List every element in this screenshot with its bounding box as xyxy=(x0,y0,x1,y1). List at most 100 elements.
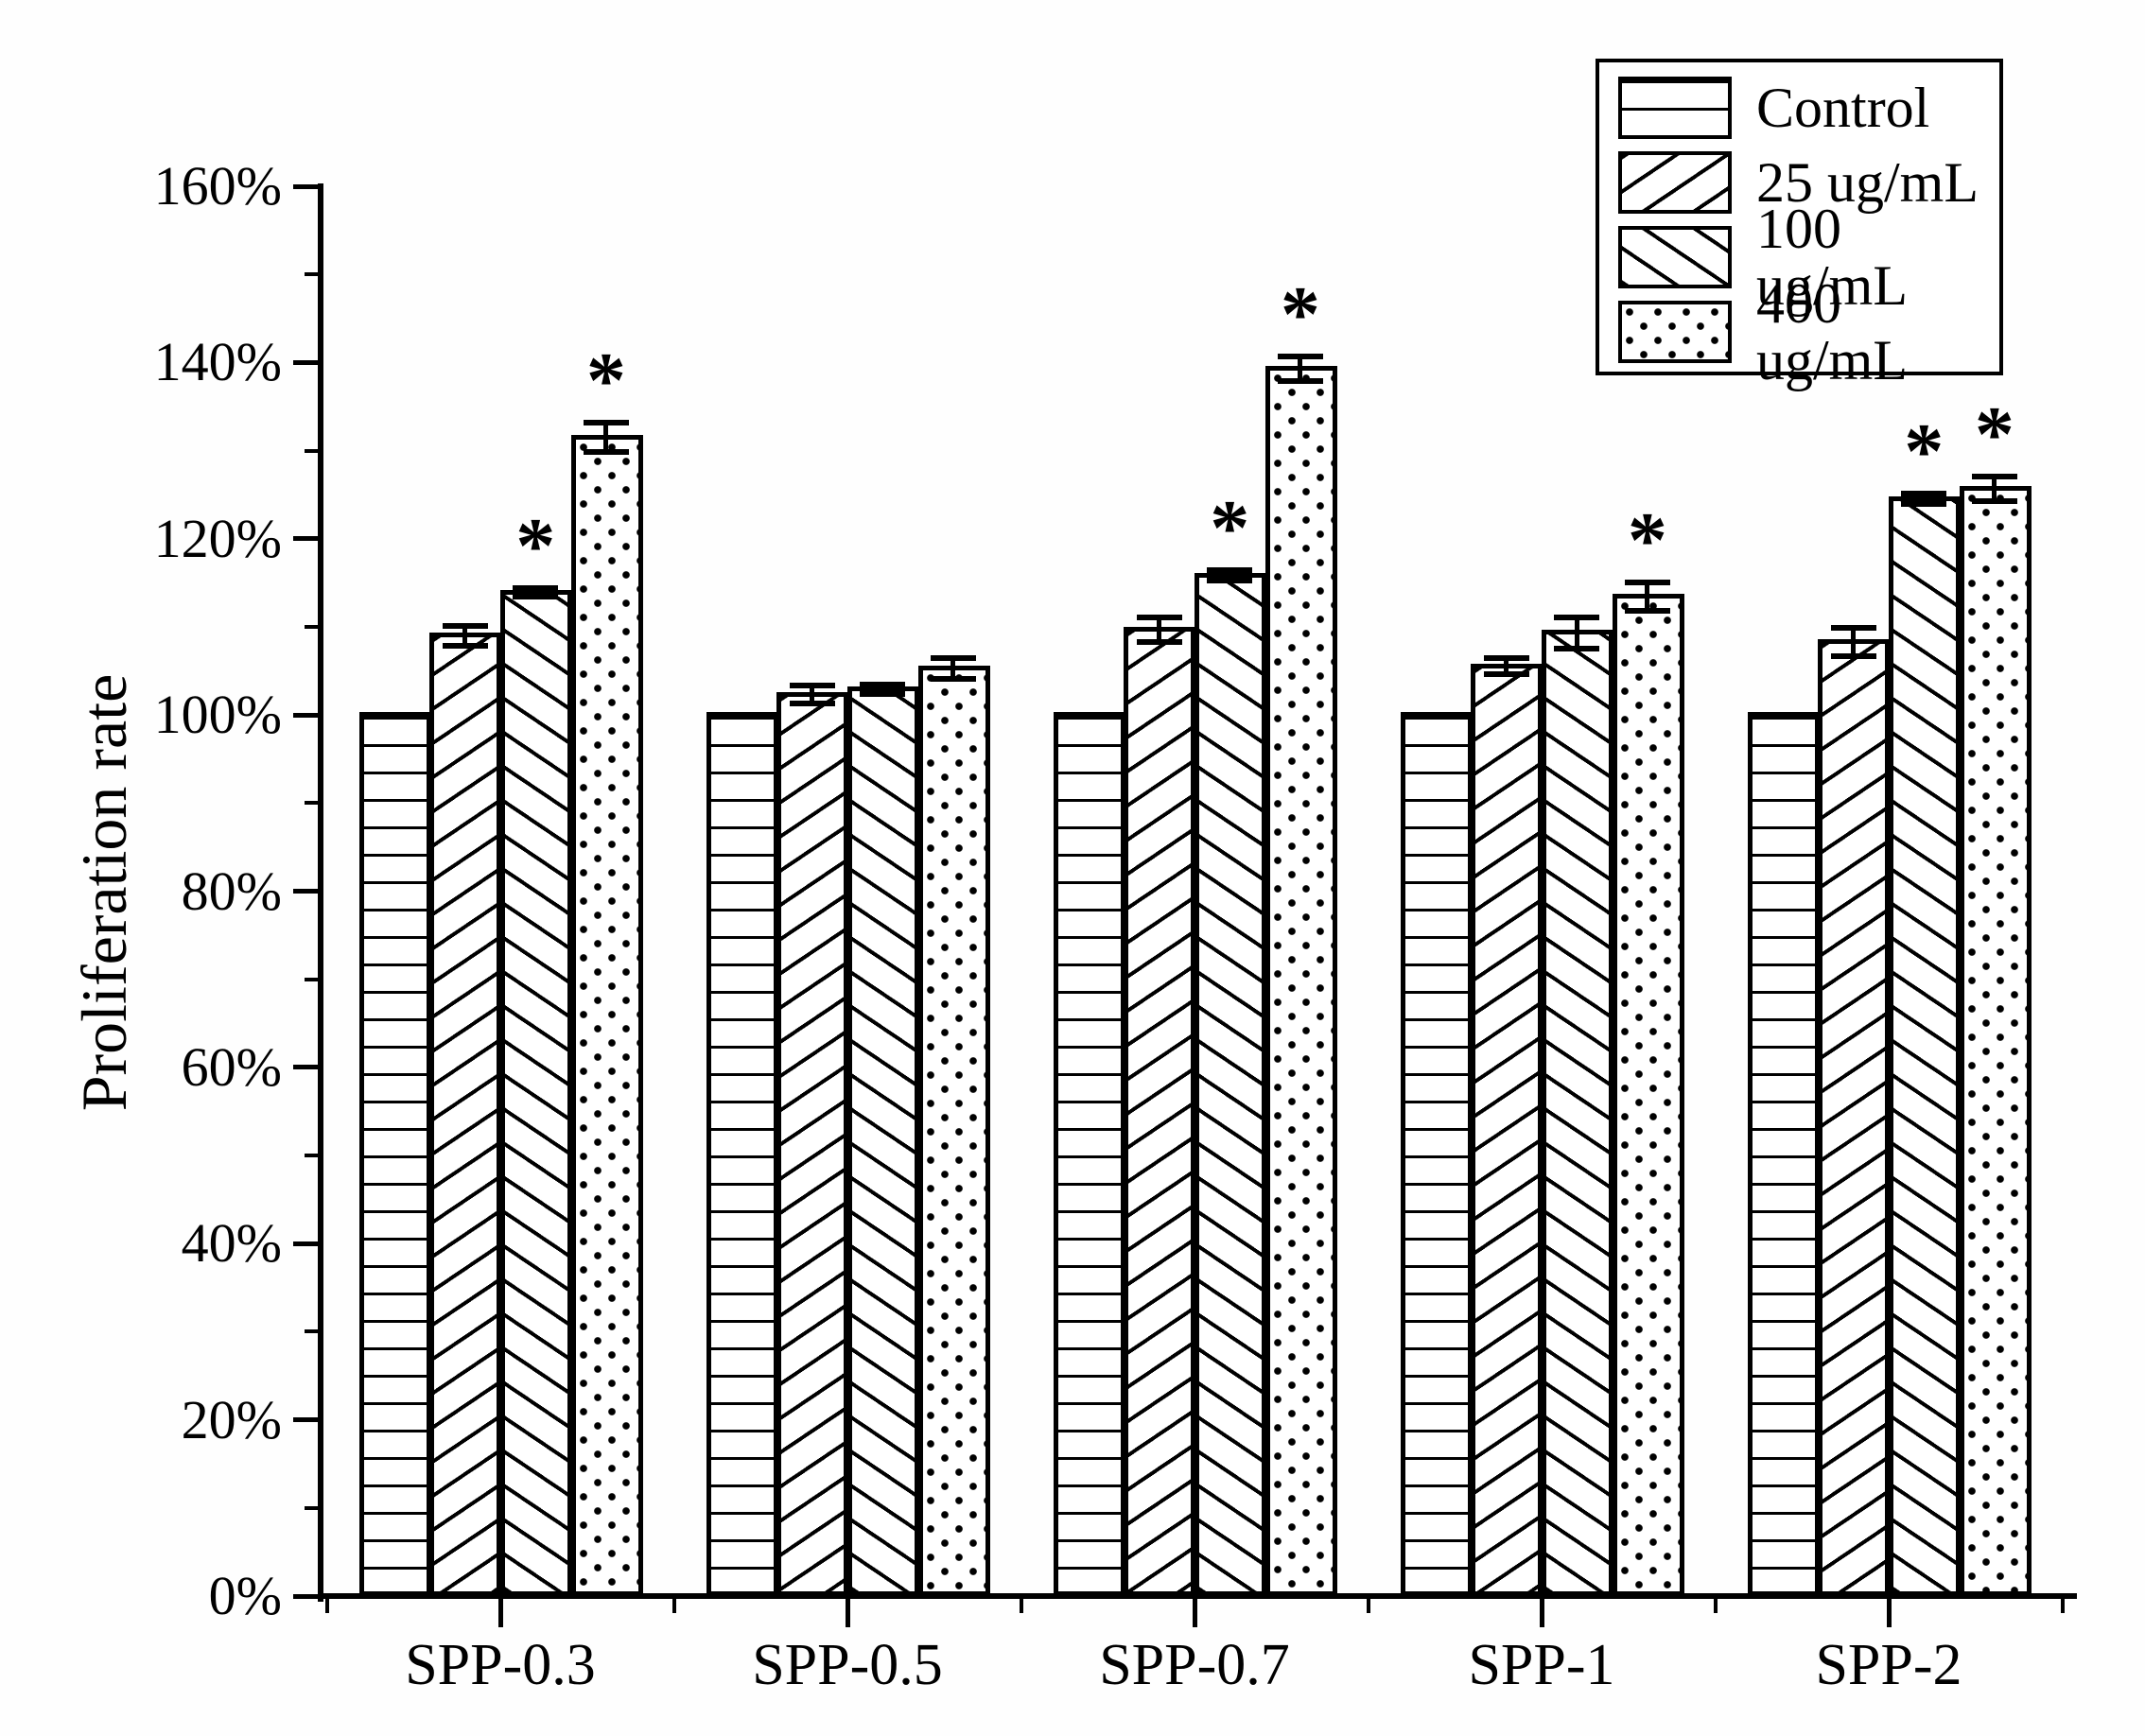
legend-item-control: Control xyxy=(1618,73,1999,143)
legend-item-100ugml: 100 ug/mL xyxy=(1618,200,1999,314)
x-tick-major xyxy=(497,1599,503,1627)
legend-label: 400 ug/mL xyxy=(1756,272,1908,391)
y-tick-major xyxy=(293,889,318,894)
error-bar-line xyxy=(1227,567,1232,584)
significance-asterisk: * xyxy=(1974,390,2014,478)
bar-SPP-1-400 ug/mL xyxy=(1612,594,1684,1596)
error-bar-cap-bottom xyxy=(513,594,559,600)
x-category-label: SPP-0.5 xyxy=(752,1633,943,1697)
error-bar-cap-top xyxy=(860,682,906,688)
x-category-label: SPP-0.3 xyxy=(405,1633,596,1697)
error-bar-cap-top xyxy=(513,584,559,591)
error-bar-cap-bottom xyxy=(789,701,835,706)
bar-SPP-1-Control xyxy=(1400,712,1473,1596)
error-bar-cap-bottom xyxy=(1136,638,1182,645)
y-tick-major xyxy=(293,1065,318,1070)
legend: Control 25 ug/mL 100 ug/mL 400 ug/mL xyxy=(1596,59,2003,389)
error-bar-line xyxy=(1574,614,1579,652)
error-bar-cap-bottom xyxy=(1207,578,1253,584)
bar-SPP-2-400 ug/mL xyxy=(1959,485,2032,1596)
significance-asterisk: * xyxy=(515,501,556,590)
bar-SPP-2-Control xyxy=(1747,712,1820,1596)
y-axis-line xyxy=(318,183,323,1602)
significance-asterisk: * xyxy=(1280,269,1320,358)
significance-asterisk: * xyxy=(1904,408,1944,496)
bar-SPP-0.3-100 ug/mL xyxy=(500,589,572,1596)
error-bar-cap-bottom xyxy=(1277,377,1323,384)
error-bar-cap-top xyxy=(1277,353,1323,359)
error-bar-line xyxy=(462,623,468,649)
error-bar-cap-top xyxy=(1136,614,1182,620)
significance-asterisk: * xyxy=(585,336,626,425)
y-tick-label: 80% xyxy=(181,859,282,922)
error-bar-cap-top xyxy=(1554,614,1600,620)
error-bar-cap-bottom xyxy=(1483,671,1529,678)
y-tick-minor xyxy=(305,448,318,453)
legend-label: Control xyxy=(1756,77,1930,139)
error-bar-line xyxy=(1504,655,1509,678)
y-tick-minor xyxy=(305,1505,318,1510)
legend-swatch-dots xyxy=(1618,301,1732,363)
bar-SPP-0.5-25 ug/mL xyxy=(776,691,849,1596)
y-tick-label: 0% xyxy=(208,1565,282,1626)
y-tick-minor xyxy=(305,801,318,806)
x-tick-major xyxy=(845,1599,850,1627)
error-bar-cap-top xyxy=(789,683,835,689)
error-bar-cap-bottom xyxy=(1971,497,2017,504)
bar-SPP-0.3-25 ug/mL xyxy=(429,633,502,1596)
y-tick-major xyxy=(293,1593,318,1599)
error-bar-cap-top xyxy=(442,623,488,629)
legend-label: 100 ug/mL xyxy=(1756,198,1908,317)
y-tick-label: 140% xyxy=(153,331,282,393)
error-bar-line xyxy=(810,683,815,706)
legend-item-25ugml: 25 ug/mL xyxy=(1618,148,1999,217)
y-tick-label: 100% xyxy=(153,684,282,746)
error-bar-cap-top xyxy=(1624,580,1670,586)
y-tick-major xyxy=(293,359,318,365)
y-tick-major xyxy=(293,1417,318,1423)
legend-swatch-diagonal-up xyxy=(1618,151,1732,214)
error-bar-line xyxy=(1851,624,1857,659)
x-tick-minor xyxy=(671,1599,676,1613)
error-bar-line xyxy=(1157,614,1162,645)
y-tick-major xyxy=(293,183,318,189)
y-tick-minor xyxy=(305,1329,318,1334)
y-tick-major xyxy=(293,536,318,542)
x-tick-minor xyxy=(324,1599,329,1613)
error-bar-cap-bottom xyxy=(1624,608,1670,615)
error-bar-line xyxy=(1992,473,1997,504)
error-bar-line xyxy=(950,654,956,682)
bar-SPP-0.7-25 ug/mL xyxy=(1124,626,1196,1596)
y-tick-label: 160% xyxy=(153,155,282,217)
error-bar-line xyxy=(1921,491,1927,508)
error-bar-cap-bottom xyxy=(583,449,629,456)
x-tick-major xyxy=(1192,1599,1197,1627)
y-tick-major xyxy=(293,1241,318,1246)
y-tick-label: 20% xyxy=(181,1388,282,1450)
bar-SPP-0.5-400 ug/mL xyxy=(917,665,990,1596)
x-axis-line xyxy=(318,1593,2077,1599)
bar-SPP-0.3-Control xyxy=(358,712,431,1596)
legend-swatch-diagonal-down xyxy=(1618,226,1732,288)
error-bar-cap-top xyxy=(1901,491,1947,497)
bar-SPP-0.3-400 ug/mL xyxy=(570,434,643,1596)
error-bar-line xyxy=(603,419,609,456)
y-tick-minor xyxy=(305,272,318,277)
error-bar-cap-top xyxy=(1483,655,1529,662)
error-bar-cap-top xyxy=(583,419,629,425)
error-bar-cap-bottom xyxy=(1901,501,1947,508)
y-tick-major xyxy=(293,712,318,718)
error-bar-cap-top xyxy=(1830,624,1876,631)
x-tick-minor xyxy=(1366,1599,1370,1613)
x-tick-minor xyxy=(1713,1599,1718,1613)
x-tick-major xyxy=(1886,1599,1892,1627)
y-tick-label: 60% xyxy=(181,1035,282,1098)
error-bar-cap-top xyxy=(930,654,976,661)
error-bar-cap-top xyxy=(1207,567,1253,574)
bar-SPP-0.7-400 ug/mL xyxy=(1264,365,1337,1596)
bar-SPP-1-100 ug/mL xyxy=(1542,630,1613,1596)
error-bar-cap-bottom xyxy=(442,642,488,649)
error-bar-line xyxy=(532,584,538,600)
significance-asterisk: * xyxy=(1627,496,1667,585)
bar-SPP-2-100 ug/mL xyxy=(1889,495,1961,1596)
